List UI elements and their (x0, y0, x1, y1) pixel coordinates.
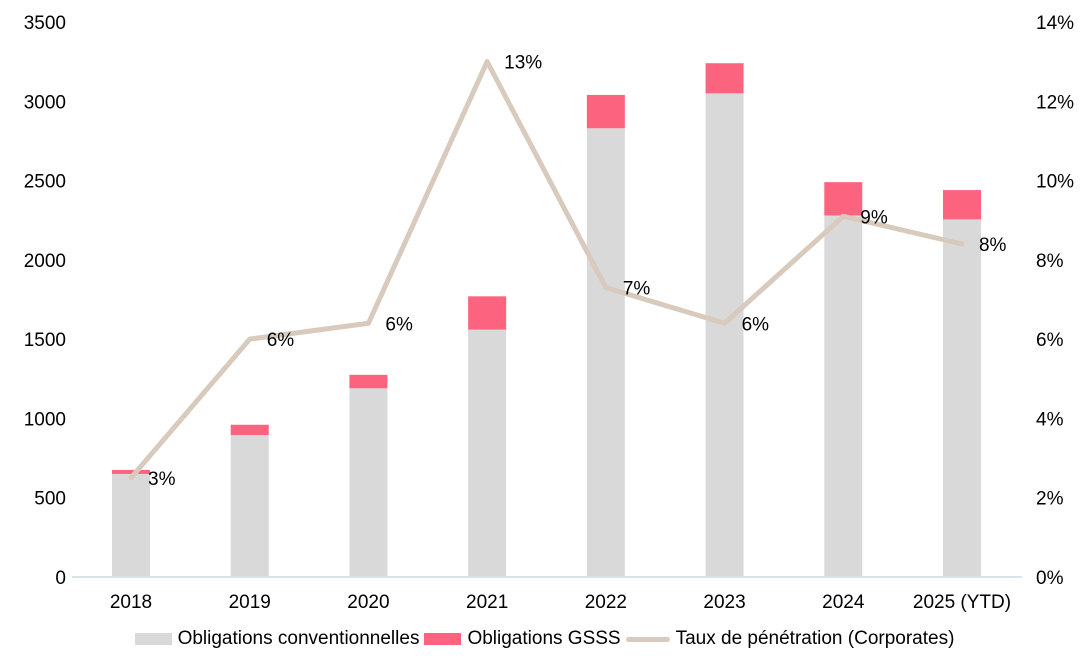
bar-gsss-2020 (349, 374, 388, 389)
left-axis-tick-label: 3000 (24, 92, 66, 113)
bar-conventionnelles-2023 (705, 93, 744, 577)
left-axis-tick-label: 1500 (24, 330, 66, 351)
bar-conventionnelles-2021 (468, 329, 507, 577)
x-axis-label-2023: 2023 (703, 592, 745, 613)
bar-gsss-2022 (586, 94, 625, 129)
line-point-label-2020: 6% (385, 314, 413, 335)
line-point-label-2024: 9% (860, 207, 888, 228)
line-point-label-2018: 3% (148, 469, 176, 490)
bar-gsss-2019 (230, 424, 269, 436)
right-axis-tick-label: 10% (1036, 172, 1074, 193)
right-axis-tick-label: 4% (1036, 409, 1064, 430)
legend-item-obligations-conventionnelles: Obligations conventionnelles (134, 628, 420, 650)
left-axis-tick-label: 0 (55, 568, 66, 589)
line-point-label-2023: 6% (742, 314, 770, 335)
right-axis-tick-label: 12% (1036, 92, 1074, 113)
x-axis-label-2025 (YTD): 2025 (YTD) (913, 592, 1011, 613)
legend-label-taux-de-penetration: Taux de pénétration (Corporates) (675, 628, 955, 649)
left-axis-tick-label: 500 (34, 489, 66, 510)
line-point-label-2019: 6% (267, 330, 295, 351)
bar-gsss-2021 (468, 296, 507, 330)
bar-gsss-2024 (824, 182, 863, 216)
x-axis-label-2021: 2021 (466, 592, 508, 613)
left-axis-tick-label: 2000 (24, 251, 66, 272)
penetration-rate-line (128, 59, 965, 481)
x-axis-label-2018: 2018 (110, 592, 152, 613)
bar-conventionnelles-2025 (YTD) (942, 219, 981, 577)
line-point-label-2025 (YTD): 8% (979, 235, 1007, 256)
x-axis-label-2024: 2024 (822, 592, 865, 613)
bar-gsss-2025 (YTD) (942, 190, 981, 220)
bar-conventionnelles-2019 (230, 435, 269, 577)
bar-conventionnelles-2018 (112, 473, 150, 577)
right-axis-tick-label: 6% (1036, 330, 1064, 351)
x-axis-label-2019: 2019 (229, 592, 271, 613)
x-axis-label-2020: 2020 (347, 592, 389, 613)
right-axis-tick-label: 0% (1036, 568, 1064, 589)
legend-swatch-taux-de-penetration (625, 636, 670, 642)
right-axis-tick-label: 8% (1036, 251, 1064, 272)
line-point-label-2021: 13% (504, 53, 542, 74)
bar-conventionnelles-2022 (586, 128, 625, 577)
legend-item-obligations-gsss: Obligations GSSS (424, 628, 621, 650)
bar-gsss-2023 (705, 63, 744, 94)
legend-swatch-obligations-gsss (424, 633, 462, 645)
left-axis-tick-label: 3500 (24, 13, 66, 34)
legend-item-taux-de-penetration: Taux de pénétration (Corporates) (625, 628, 955, 650)
left-axis-tick-label: 1000 (24, 409, 66, 430)
legend-label-obligations-gsss: Obligations GSSS (467, 628, 621, 649)
bar-conventionnelles-2024 (824, 215, 863, 577)
right-axis-tick-label: 14% (1036, 13, 1074, 34)
bar-conventionnelles-2020 (349, 388, 388, 577)
legend: Obligations conventionnelles Obligations… (0, 628, 1089, 650)
left-axis-tick-label: 2500 (24, 172, 66, 193)
legend-swatch-obligations-conventionnelles (134, 633, 172, 645)
right-axis-tick-label: 2% (1036, 489, 1064, 510)
x-axis-label-2022: 2022 (585, 592, 627, 613)
legend-label-obligations-conventionnelles: Obligations conventionnelles (177, 628, 420, 649)
line-point-label-2022: 7% (623, 279, 651, 300)
bar-gsss-2018 (112, 469, 150, 474)
